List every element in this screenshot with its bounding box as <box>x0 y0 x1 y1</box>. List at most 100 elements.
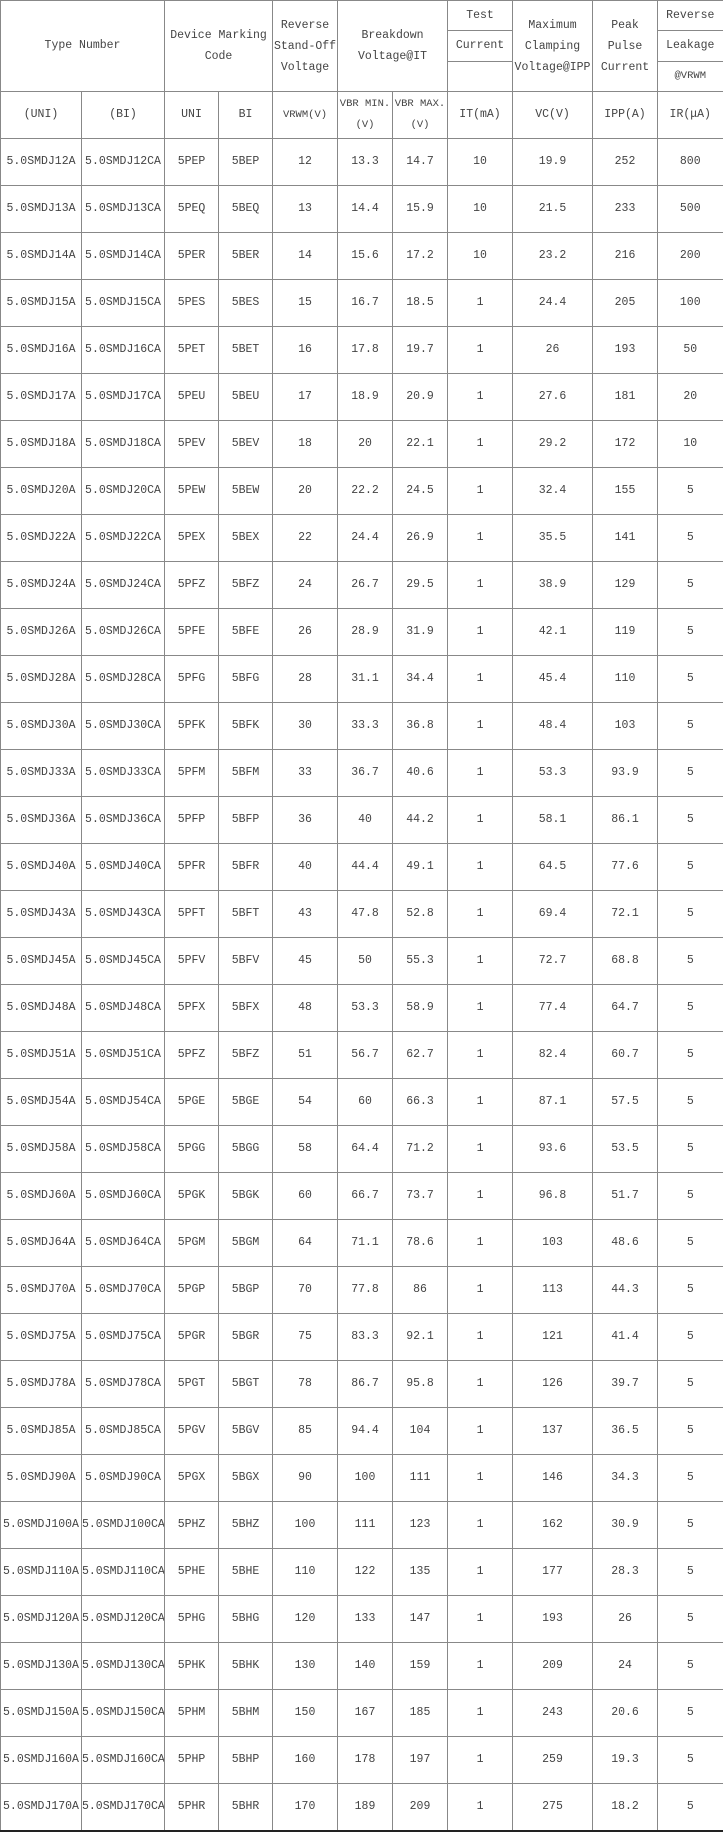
cell-bi-type: 5.0SMDJ16CA <box>80 326 166 374</box>
cell-it: 1 <box>447 1407 514 1455</box>
cell-vbr-max: 36.8 <box>392 702 449 750</box>
cell-bi-type: 5.0SMDJ75CA <box>80 1313 166 1361</box>
cell-vc: 35.5 <box>512 514 594 562</box>
cell-uni-type: 5.0SMDJ75A <box>0 1313 82 1361</box>
cell-uni-type: 5.0SMDJ43A <box>0 890 82 938</box>
cell-bi-type: 5.0SMDJ33CA <box>80 749 166 797</box>
cell-bi-type: 5.0SMDJ130CA <box>80 1642 166 1690</box>
cell-ipp: 19.3 <box>592 1736 659 1784</box>
cell-vbr-min: 15.6 <box>337 232 394 280</box>
cell-bi-type: 5.0SMDJ85CA <box>80 1407 166 1455</box>
cell-vbr-min: 60 <box>337 1078 394 1126</box>
cell-uni-mark: 5PER <box>164 232 220 280</box>
cell-uni-mark: 5PHM <box>164 1689 220 1737</box>
cell-vc: 21.5 <box>512 185 594 233</box>
cell-uni-type: 5.0SMDJ30A <box>0 702 82 750</box>
cell-vc: 177 <box>512 1548 594 1596</box>
cell-vrwm: 30 <box>272 702 339 750</box>
cell-bi-mark: 5BGE <box>218 1078 274 1126</box>
cell-uni-mark: 5PGG <box>164 1125 220 1173</box>
table-row: 5.0SMDJ130A 5.0SMDJ130CA 5PHK 5BHK 130 140 159… <box>0 1642 723 1690</box>
cell-it: 1 <box>447 655 514 703</box>
cell-uni-mark: 5PFG <box>164 655 220 703</box>
cell-vbr-max: 78.6 <box>392 1219 449 1267</box>
table-row: 5.0SMDJ20A 5.0SMDJ20CA 5PEW 5BEW 20 22.2 24.5 1… <box>0 467 723 515</box>
cell-bi-mark: 5BHZ <box>218 1501 274 1549</box>
cell-ipp: 181 <box>592 373 659 421</box>
cell-it: 1 <box>447 467 514 515</box>
cell-vbr-min: 36.7 <box>337 749 394 797</box>
cell-vc: 26 <box>512 326 594 374</box>
header-breakdown-voltage: Breakdown Voltage@IT <box>337 0 449 92</box>
header-test-line1: Test <box>448 2 512 32</box>
cell-bi-mark: 5BER <box>218 232 274 280</box>
cell-bi-type: 5.0SMDJ45CA <box>80 937 166 985</box>
cell-uni-mark: 5PGX <box>164 1454 220 1502</box>
cell-vc: 42.1 <box>512 608 594 656</box>
cell-vbr-max: 95.8 <box>392 1360 449 1408</box>
cell-vc: 32.4 <box>512 467 594 515</box>
cell-bi-type: 5.0SMDJ20CA <box>80 467 166 515</box>
cell-uni-type: 5.0SMDJ15A <box>0 279 82 327</box>
subheader-cell: IT(mA) <box>447 91 514 139</box>
cell-uni-mark: 5PFX <box>164 984 220 1032</box>
table-row: 5.0SMDJ30A 5.0SMDJ30CA 5PFK 5BFK 30 33.3 36.8 1… <box>0 702 723 750</box>
cell-bi-type: 5.0SMDJ78CA <box>80 1360 166 1408</box>
table-row: 5.0SMDJ170A 5.0SMDJ170CA 5PHR 5BHR 170 189 209… <box>0 1783 723 1832</box>
cell-bi-type: 5.0SMDJ14CA <box>80 232 166 280</box>
cell-vrwm: 43 <box>272 890 339 938</box>
cell-it: 1 <box>447 1595 514 1643</box>
cell-vc: 27.6 <box>512 373 594 421</box>
cell-vrwm: 22 <box>272 514 339 562</box>
cell-it: 1 <box>447 1501 514 1549</box>
cell-bi-mark: 5BEP <box>218 138 274 186</box>
table-row: 5.0SMDJ40A 5.0SMDJ40CA 5PFR 5BFR 40 44.4 49.1 1… <box>0 843 723 891</box>
cell-vbr-max: 147 <box>392 1595 449 1643</box>
cell-ipp: 34.3 <box>592 1454 659 1502</box>
cell-vbr-min: 66.7 <box>337 1172 394 1220</box>
cell-vc: 64.5 <box>512 843 594 891</box>
cell-it: 1 <box>447 1783 514 1832</box>
table-row: 5.0SMDJ60A 5.0SMDJ60CA 5PGK 5BGK 60 66.7 73.7 1… <box>0 1172 723 1220</box>
table-row: 5.0SMDJ22A 5.0SMDJ22CA 5PEX 5BEX 22 24.4 26.9 1… <box>0 514 723 562</box>
cell-ir: 200 <box>657 232 723 280</box>
cell-bi-mark: 5BHG <box>218 1595 274 1643</box>
cell-bi-type: 5.0SMDJ64CA <box>80 1219 166 1267</box>
cell-uni-mark: 5PFK <box>164 702 220 750</box>
cell-bi-type: 5.0SMDJ15CA <box>80 279 166 327</box>
cell-vrwm: 12 <box>272 138 339 186</box>
cell-bi-mark: 5BHK <box>218 1642 274 1690</box>
cell-uni-type: 5.0SMDJ33A <box>0 749 82 797</box>
cell-uni-type: 5.0SMDJ100A <box>0 1501 82 1549</box>
table-row: 5.0SMDJ36A 5.0SMDJ36CA 5PFP 5BFP 36 40 44.2 1 58… <box>0 796 723 844</box>
cell-it: 1 <box>447 702 514 750</box>
cell-vbr-max: 185 <box>392 1689 449 1737</box>
cell-ipp: 141 <box>592 514 659 562</box>
cell-uni-mark: 5PGV <box>164 1407 220 1455</box>
cell-vc: 275 <box>512 1783 594 1832</box>
cell-vc: 58.1 <box>512 796 594 844</box>
cell-ipp: 129 <box>592 561 659 609</box>
cell-vc: 93.6 <box>512 1125 594 1173</box>
cell-uni-mark: 5PET <box>164 326 220 374</box>
cell-uni-mark: 5PHR <box>164 1783 220 1832</box>
cell-bi-type: 5.0SMDJ54CA <box>80 1078 166 1126</box>
cell-uni-mark: 5PFV <box>164 937 220 985</box>
cell-ir: 5 <box>657 1736 723 1784</box>
cell-bi-type: 5.0SMDJ43CA <box>80 890 166 938</box>
cell-uni-type: 5.0SMDJ78A <box>0 1360 82 1408</box>
cell-vrwm: 120 <box>272 1595 339 1643</box>
cell-vbr-min: 56.7 <box>337 1031 394 1079</box>
cell-uni-mark: 5PHK <box>164 1642 220 1690</box>
cell-ir: 5 <box>657 843 723 891</box>
table-row: 5.0SMDJ54A 5.0SMDJ54CA 5PGE 5BGE 54 60 66.3 1 87… <box>0 1078 723 1126</box>
table-row: 5.0SMDJ48A 5.0SMDJ48CA 5PFX 5BFX 48 53.3 58.9 1… <box>0 984 723 1032</box>
cell-bi-mark: 5BHM <box>218 1689 274 1737</box>
cell-vbr-min: 122 <box>337 1548 394 1596</box>
cell-bi-type: 5.0SMDJ22CA <box>80 514 166 562</box>
cell-bi-type: 5.0SMDJ13CA <box>80 185 166 233</box>
cell-ir: 5 <box>657 1595 723 1643</box>
cell-it: 1 <box>447 420 514 468</box>
cell-vrwm: 28 <box>272 655 339 703</box>
cell-vbr-min: 16.7 <box>337 279 394 327</box>
